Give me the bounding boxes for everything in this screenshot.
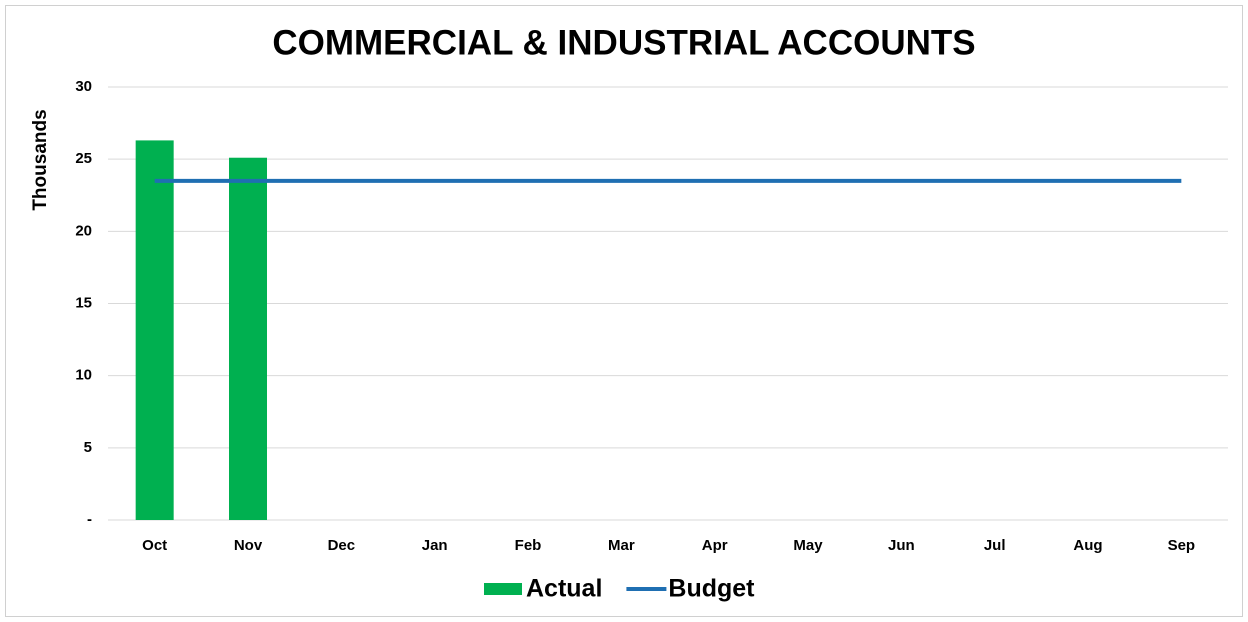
x-tick-label: May — [793, 537, 823, 554]
x-tick-label: Feb — [515, 537, 542, 554]
x-tick-label: Aug — [1073, 537, 1102, 554]
y-tick-label: 10 — [75, 367, 92, 384]
x-tick-label: Jan — [422, 537, 448, 554]
y-tick-label: 15 — [75, 294, 92, 311]
y-tick-label: 20 — [75, 222, 92, 239]
legend-swatch — [484, 583, 522, 595]
legend-label: Actual — [526, 575, 602, 603]
x-tick-label: Mar — [608, 537, 635, 554]
y-tick-label: - — [87, 511, 92, 528]
chart-border — [5, 5, 1243, 617]
y-tick-label: 30 — [75, 78, 92, 95]
x-tick-label: Jun — [888, 537, 915, 554]
x-tick-label: Nov — [234, 537, 263, 554]
y-tick-label: 25 — [75, 150, 92, 167]
legend-label: Budget — [668, 575, 755, 603]
x-tick-label: Dec — [328, 537, 356, 554]
x-tick-label: Sep — [1168, 537, 1196, 554]
y-tick-label: 5 — [84, 439, 92, 456]
y-axis-label: Thousands — [30, 109, 51, 210]
x-tick-label: Jul — [984, 537, 1006, 554]
bar — [229, 157, 267, 520]
chart-title: COMMERCIAL & INDUSTRIAL ACCOUNTS — [272, 23, 975, 62]
x-tick-label: Oct — [142, 537, 167, 554]
x-tick-label: Apr — [702, 537, 728, 554]
bar — [135, 140, 174, 521]
